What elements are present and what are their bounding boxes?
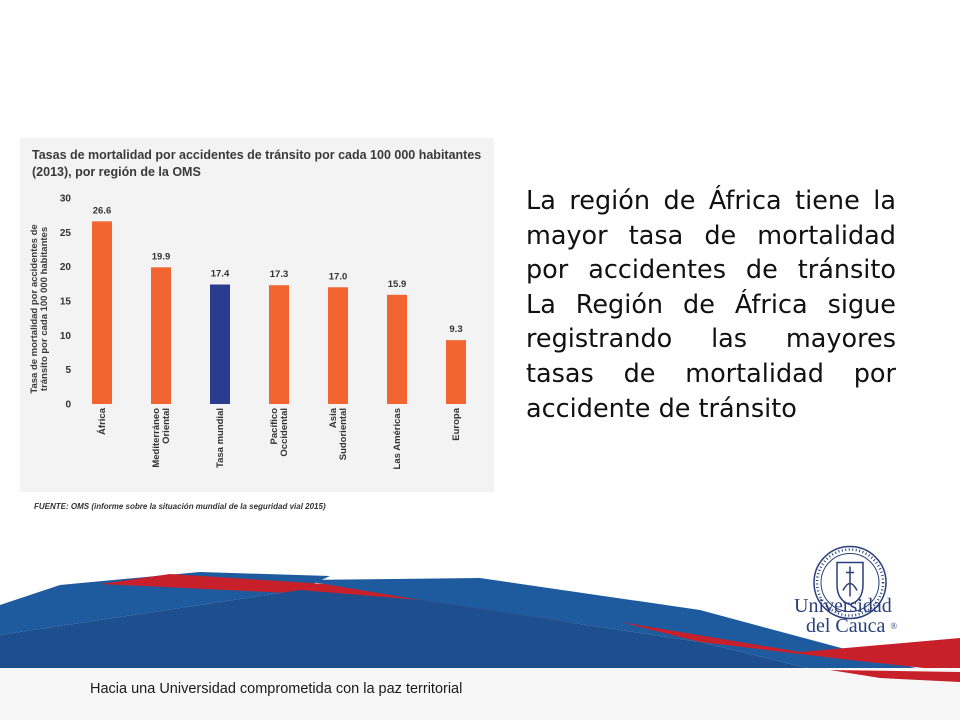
x-tick-label: Oriental	[161, 408, 172, 444]
x-tick-label: África	[97, 407, 108, 435]
x-tick-label: Europa	[451, 407, 462, 440]
bar	[210, 284, 230, 404]
y-tick-label: 30	[60, 194, 72, 205]
chart-title-line-1: Tasas de mortalidad por accidentes de tr…	[32, 148, 482, 162]
bar	[446, 340, 466, 404]
footer-slogan: Hacia una Universidad comprometida con l…	[90, 681, 463, 697]
footer-ribbon	[0, 572, 960, 720]
ribbon-blue-mid	[300, 578, 960, 705]
x-tick-label: Las Américas	[392, 408, 403, 469]
data-label: 17.0	[329, 271, 348, 282]
x-tick-label: Asia	[328, 407, 339, 428]
university-name-line-2: del Cauca ®	[794, 616, 914, 636]
data-label: 15.9	[388, 279, 407, 290]
x-tick-label: Pacífico	[269, 408, 280, 445]
source-note: FUENTE: OMS (informe sobre la situación …	[34, 502, 326, 511]
university-name: Universidad del Cauca ®	[794, 596, 914, 636]
data-label: 26.6	[93, 205, 112, 216]
y-axis-title-line: Tasa de mortalidad por accidentes de	[29, 224, 40, 393]
y-tick-label: 0	[65, 400, 71, 411]
ribbon-red-edge	[830, 670, 960, 682]
university-seal-icon	[813, 545, 887, 620]
data-label: 17.3	[270, 269, 289, 280]
bar	[328, 287, 348, 404]
data-label: 9.3	[449, 324, 462, 335]
x-tick-label: Tasa mundial	[215, 408, 226, 468]
data-label: 17.4	[211, 269, 230, 280]
y-tick-label: 20	[60, 262, 72, 273]
y-tick-label: 15	[60, 297, 72, 308]
bar	[151, 267, 171, 404]
chart-title: Tasas de mortalidad por accidentes de tr…	[32, 147, 492, 181]
bar	[92, 221, 112, 404]
y-tick-label: 5	[65, 365, 71, 376]
x-tick-label: Occidental	[279, 408, 290, 457]
y-tick-label: 25	[60, 228, 72, 239]
chart-title-line-2: (2013), por región de la OMS	[32, 165, 201, 179]
x-tick-label: Sudoriental	[338, 408, 349, 460]
footer-band	[0, 668, 960, 720]
side-paragraph: La región de África tiene la mayor tasa …	[526, 186, 896, 424]
y-tick-label: 10	[60, 331, 72, 342]
bar	[269, 285, 289, 404]
university-name-line-2-text: del Cauca	[806, 615, 886, 637]
data-label: 19.9	[152, 251, 171, 262]
bar-chart: Tasa de mortalidad por accidentes de trán…	[29, 194, 466, 469]
y-axis-title-line: tránsito por cada 100 000 habitantes	[39, 227, 50, 391]
ribbon-red-right	[620, 622, 960, 672]
university-name-line-1: Universidad	[794, 595, 892, 617]
x-tick-label: Mediterráneo	[151, 408, 162, 468]
registered-mark: ®	[890, 621, 898, 631]
bar	[387, 294, 407, 404]
